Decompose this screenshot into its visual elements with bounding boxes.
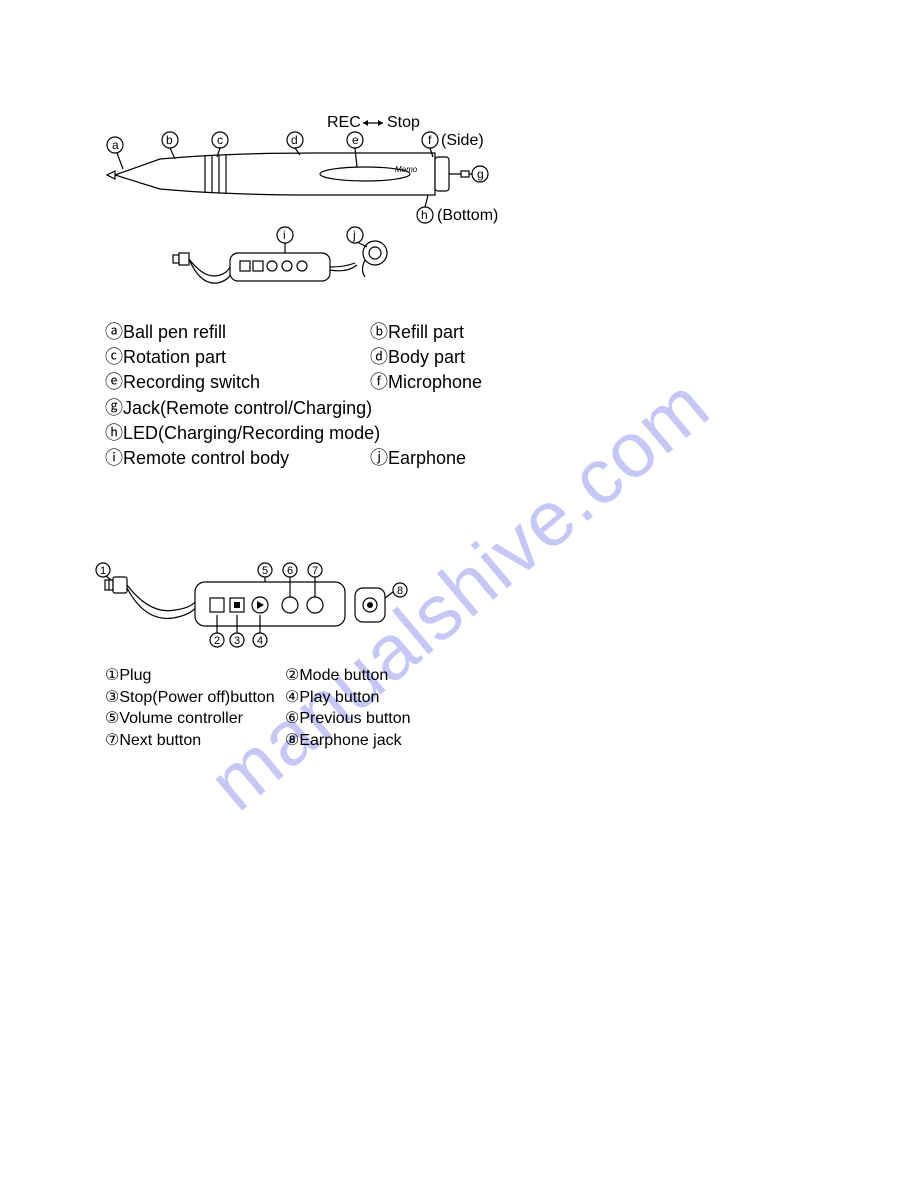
svg-text:3: 3 — [234, 635, 240, 647]
svg-text:c: c — [217, 133, 223, 147]
svg-text:i: i — [283, 228, 286, 242]
label-side: (Side) — [441, 132, 484, 149]
callout-g: g — [469, 166, 488, 182]
brand-text: Memo — [395, 165, 418, 174]
legend-4: Play button — [299, 689, 379, 706]
svg-text:j: j — [352, 228, 356, 242]
legend-2: Mode button — [299, 667, 388, 684]
remote-body — [230, 253, 330, 281]
svg-text:6: 6 — [287, 565, 293, 577]
legend-a: Ball pen refill — [123, 322, 226, 342]
pen-body: Memo — [107, 153, 469, 195]
legend-j: Earphone — [388, 448, 466, 468]
double-arrow-icon — [363, 120, 383, 126]
remote-earphone-diagram: i j — [165, 225, 445, 305]
plug-icon — [105, 577, 127, 593]
legend-letters: ⓐBall pen refill ⓑRefill part ⓒRotation … — [105, 320, 570, 471]
legend-numbers: ①Plug ②Mode button ③Stop(Power off)butto… — [105, 665, 465, 751]
svg-text:h: h — [421, 208, 428, 222]
svg-text:a: a — [112, 138, 119, 152]
callout-i: i — [277, 227, 293, 253]
svg-text:4: 4 — [257, 635, 263, 647]
legend-e: Recording switch — [123, 372, 260, 392]
legend-6: Previous button — [299, 710, 410, 727]
callout-c: c — [212, 132, 228, 157]
svg-text:8: 8 — [397, 585, 403, 597]
remote-detail-diagram: 1 5 6 7 8 2 3 4 — [95, 560, 435, 670]
callout-h: h — [417, 195, 433, 223]
label-stop: Stop — [387, 115, 420, 131]
callout-1: 1 — [96, 563, 111, 580]
legend-8: Earphone jack — [299, 732, 401, 749]
callout-b: b — [162, 132, 178, 159]
callout-5: 5 — [258, 563, 272, 582]
legend-c: Rotation part — [123, 347, 226, 367]
legend-1: Plug — [119, 667, 151, 684]
label-rec: REC — [327, 115, 361, 131]
callout-j: j — [347, 227, 367, 247]
svg-text:5: 5 — [262, 565, 268, 577]
legend-b: Refill part — [388, 322, 464, 342]
callout-d: d — [287, 132, 303, 155]
callout-8: 8 — [385, 583, 407, 598]
legend-3: Stop(Power off)button — [119, 689, 274, 706]
callout-a: a — [107, 137, 123, 169]
pen-diagram: REC Stop Memo a b — [105, 115, 525, 235]
legend-i: Remote control body — [123, 448, 289, 468]
legend-7: Next button — [119, 732, 201, 749]
svg-text:2: 2 — [214, 635, 220, 647]
legend-5: Volume controller — [119, 710, 243, 727]
svg-text:g: g — [477, 167, 484, 181]
svg-text:7: 7 — [312, 565, 318, 577]
svg-text:d: d — [291, 133, 298, 147]
svg-text:b: b — [166, 133, 173, 147]
label-bottom: (Bottom) — [437, 207, 498, 224]
legend-d: Body part — [388, 347, 465, 367]
legend-h: LED(Charging/Recording mode) — [123, 423, 380, 443]
legend-g: Jack(Remote control/Charging) — [123, 398, 372, 418]
svg-text:1: 1 — [100, 565, 106, 577]
plug-icon — [173, 253, 233, 283]
legend-f: Microphone — [388, 372, 482, 392]
svg-text:e: e — [352, 133, 359, 147]
